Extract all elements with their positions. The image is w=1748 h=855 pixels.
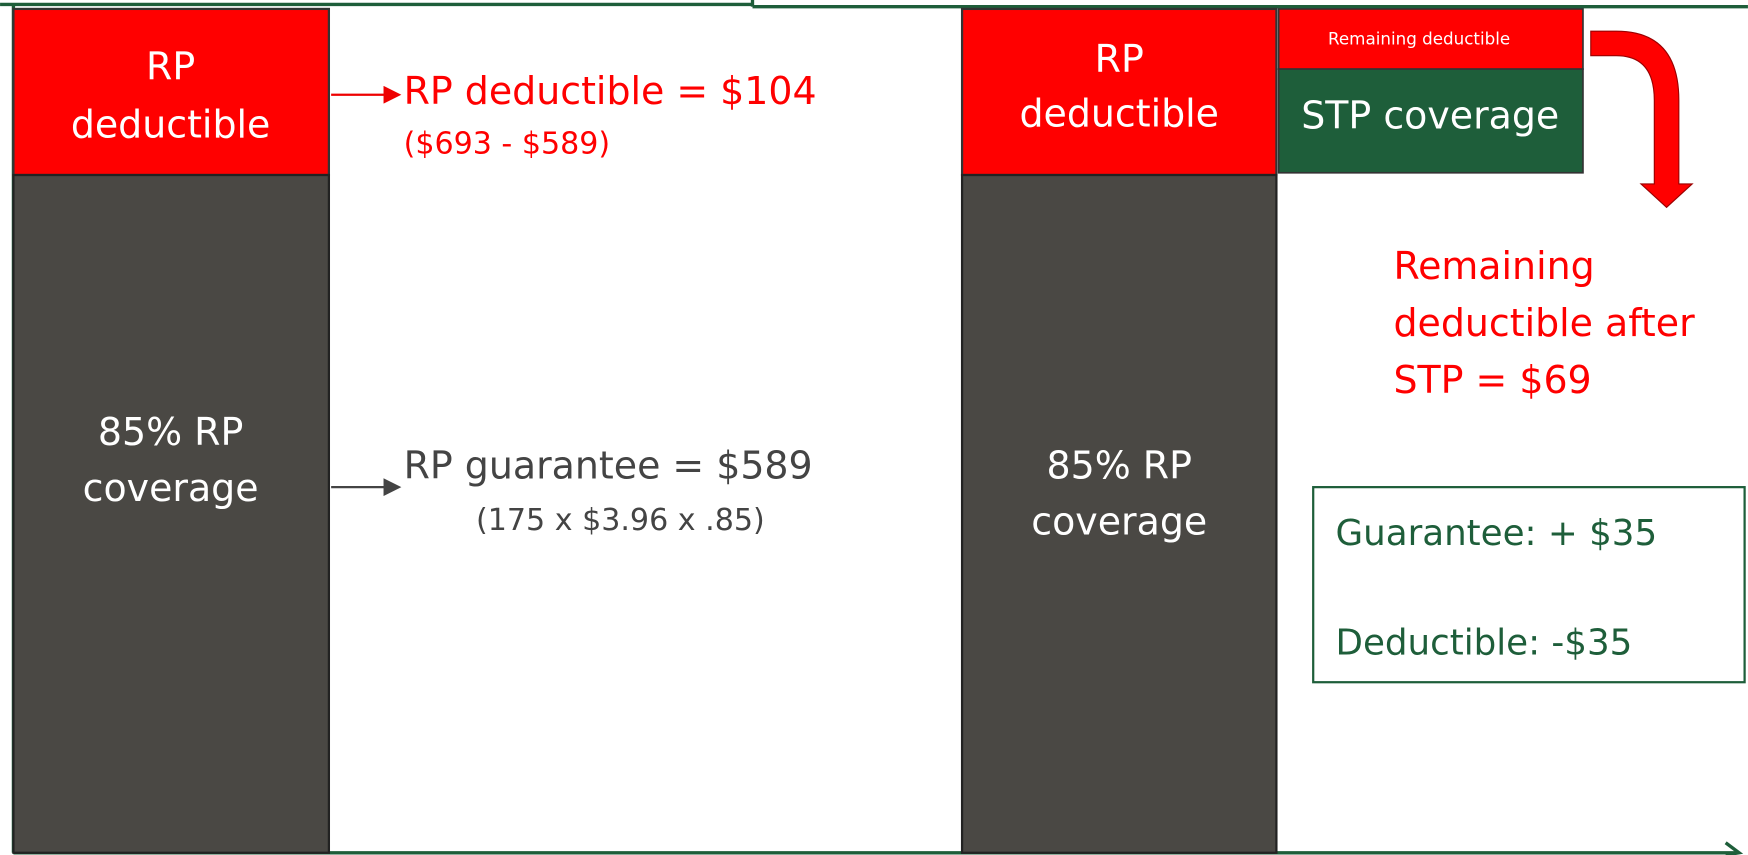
rp-coverage-box <box>960 173 1278 854</box>
note: ($693 - $589) <box>404 126 611 161</box>
note: Remaining <box>1393 244 1594 288</box>
box-label: RP <box>146 45 195 89</box>
note: (175 x $3.96 x .85) <box>476 503 765 538</box>
box-label: Remaining deductible <box>1328 29 1510 49</box>
box-label: STP coverage <box>1301 94 1559 138</box>
note: deductible after <box>1393 301 1695 345</box>
box-label: deductible <box>71 103 271 147</box>
note: STP = $69 <box>1393 358 1591 402</box>
box-label: 85% RP <box>1047 444 1192 488</box>
remaining-deductible-box <box>1277 8 1584 70</box>
box-label: coverage <box>83 466 259 510</box>
change-label: Guarantee: + $35 <box>1335 513 1657 554</box>
box-label: deductible <box>1019 91 1219 135</box>
change-box <box>1312 486 1746 684</box>
stp-coverage-box <box>1277 68 1584 174</box>
note: RP guarantee = $589 <box>404 444 813 488</box>
box-label: coverage <box>1031 499 1207 543</box>
note: RP deductible = $104 <box>404 69 817 113</box>
rp-coverage-box <box>12 173 331 854</box>
box-label: RP <box>1095 37 1144 81</box>
frame-arrow <box>1724 841 1744 855</box>
box-label: 85% RP <box>98 410 243 454</box>
change-label: Deductible: -$35 <box>1335 622 1632 663</box>
bent-arrow <box>1590 30 1694 209</box>
rp-deductible-box <box>12 7 331 177</box>
